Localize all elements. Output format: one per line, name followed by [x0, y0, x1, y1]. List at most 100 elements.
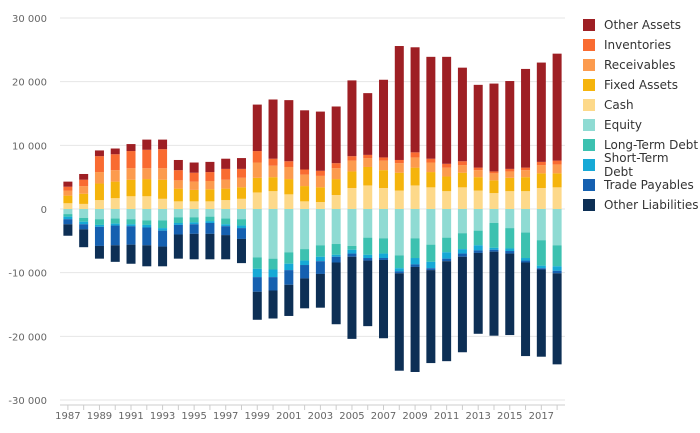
bar-long-term-debt-2014 [489, 223, 499, 248]
bar-receivables-2014 [489, 173, 499, 181]
bar-fixed-assets-2017 [536, 173, 546, 188]
y-tick-label: 10 000 [12, 141, 47, 152]
bar-fixed-assets-1989 [94, 183, 104, 201]
bar-cash-1992 [142, 196, 152, 209]
bar-equity-2014 [489, 209, 499, 224]
legend-item-long-term-debt[interactable]: Long-Term Debt [583, 135, 700, 155]
bar-other-liabilities-2013 [473, 252, 483, 334]
bar-short-term-debt-2006 [363, 254, 373, 259]
bar-trade-payables-2009 [410, 264, 420, 267]
bar-inventories-2004 [331, 163, 341, 169]
bar-other-liabilities-1995 [189, 233, 199, 260]
bar-fixed-assets-2009 [410, 167, 420, 186]
legend-item-fixed-assets[interactable]: Fixed Assets [583, 75, 700, 95]
bar-equity-1999 [252, 209, 262, 258]
bar-other-liabilities-1996 [205, 233, 215, 260]
x-tick-label: 1991 [118, 411, 143, 422]
bar-inventories-2010 [426, 158, 436, 163]
bar-receivables-2000 [268, 165, 278, 178]
bar-fixed-assets-2003 [315, 187, 325, 202]
legend-item-receivables[interactable]: Receivables [583, 55, 700, 75]
bar-cash-2005 [347, 187, 357, 209]
bar-cash-2017 [536, 187, 546, 209]
legend-item-cash[interactable]: Cash [583, 95, 700, 115]
legend-swatch [583, 159, 595, 171]
bar-short-term-debt-2018 [552, 266, 562, 271]
legend-item-other-liabilities[interactable]: Other Liabilities [583, 195, 700, 215]
bar-trade-payables-2013 [473, 250, 483, 253]
bar-cash-2002 [300, 201, 310, 209]
bar-cash-2008 [394, 190, 404, 209]
bar-receivables-2010 [426, 162, 436, 173]
bar-short-term-debt-1996 [205, 221, 215, 224]
bar-long-term-debt-1995 [189, 217, 199, 223]
bar-other-liabilities-2000 [268, 290, 278, 319]
bar-other-assets-1987 [63, 181, 73, 187]
bar-short-term-debt-2013 [473, 245, 483, 251]
bar-cash-1998 [236, 198, 246, 209]
bar-fixed-assets-2004 [331, 179, 341, 195]
bar-long-term-debt-2015 [505, 228, 515, 249]
bar-short-term-debt-1997 [221, 224, 231, 227]
bar-long-term-debt-1992 [142, 220, 152, 225]
bar-equity-2010 [426, 209, 436, 245]
bar-equity-1987 [63, 209, 73, 215]
x-tick-label: 1995 [181, 411, 206, 422]
legend-item-other-assets[interactable]: Other Assets [583, 15, 700, 35]
bar-receivables-1988 [79, 186, 89, 194]
bar-trade-payables-2010 [426, 268, 436, 271]
bar-inventories-1998 [236, 168, 246, 178]
bar-inventories-1995 [189, 172, 199, 182]
bar-other-liabilities-2016 [521, 262, 531, 357]
bar-cash-2016 [521, 191, 531, 209]
bar-trade-payables-1987 [63, 219, 73, 225]
bar-other-liabilities-2018 [552, 273, 562, 365]
bar-fixed-assets-2001 [284, 179, 294, 195]
bar-inventories-1993 [158, 149, 168, 169]
bar-short-term-debt-2011 [442, 252, 452, 259]
bar-trade-payables-2008 [394, 271, 404, 274]
bar-cash-2014 [489, 193, 499, 209]
legend-item-equity[interactable]: Equity [583, 115, 700, 135]
bar-other-liabilities-2011 [442, 261, 452, 362]
legend-item-short-term-debt[interactable]: Short-Term Debt [583, 151, 700, 179]
bar-long-term-debt-2003 [315, 245, 325, 257]
bar-equity-2002 [300, 209, 310, 250]
bar-short-term-debt-2014 [489, 247, 499, 250]
bar-inventories-2013 [473, 167, 483, 171]
bar-fixed-assets-2008 [394, 172, 404, 191]
bar-equity-1990 [110, 209, 120, 219]
bar-receivables-2011 [442, 167, 452, 177]
legend-label: Other Assets [604, 18, 681, 32]
bar-other-assets-2015 [505, 81, 515, 169]
bar-short-term-debt-2000 [268, 269, 278, 278]
bar-long-term-debt-2017 [536, 240, 546, 266]
bar-cash-2001 [284, 194, 294, 209]
legend-label: Trade Payables [604, 178, 694, 192]
legend-item-inventories[interactable]: Inventories [583, 35, 700, 55]
x-tick-label: 1997 [213, 411, 238, 422]
bar-inventories-2011 [442, 163, 452, 168]
bar-equity-2009 [410, 209, 420, 239]
bar-long-term-debt-1989 [94, 219, 104, 225]
legend-item-trade-payables[interactable]: Trade Payables [583, 175, 700, 195]
bar-fixed-assets-2011 [442, 176, 452, 192]
bar-receivables-1992 [142, 168, 152, 180]
bar-equity-2012 [457, 209, 467, 234]
y-tick-label: -10 000 [8, 269, 47, 280]
bar-trade-payables-2017 [536, 268, 546, 270]
bar-short-term-debt-1994 [173, 223, 183, 225]
bar-trade-payables-2005 [347, 253, 357, 257]
bar-other-assets-2017 [536, 62, 546, 162]
bar-inventories-1997 [221, 168, 231, 180]
bar-short-term-debt-2008 [394, 268, 404, 272]
bar-receivables-2005 [347, 160, 357, 172]
bar-other-assets-1991 [126, 144, 136, 152]
bar-other-assets-2008 [394, 46, 404, 160]
bar-long-term-debt-1994 [173, 217, 183, 224]
bar-other-assets-2016 [521, 68, 531, 168]
bar-segments [63, 46, 562, 372]
bar-equity-1998 [236, 209, 246, 220]
bar-other-assets-1996 [205, 161, 215, 173]
bar-trade-payables-1993 [158, 230, 168, 247]
